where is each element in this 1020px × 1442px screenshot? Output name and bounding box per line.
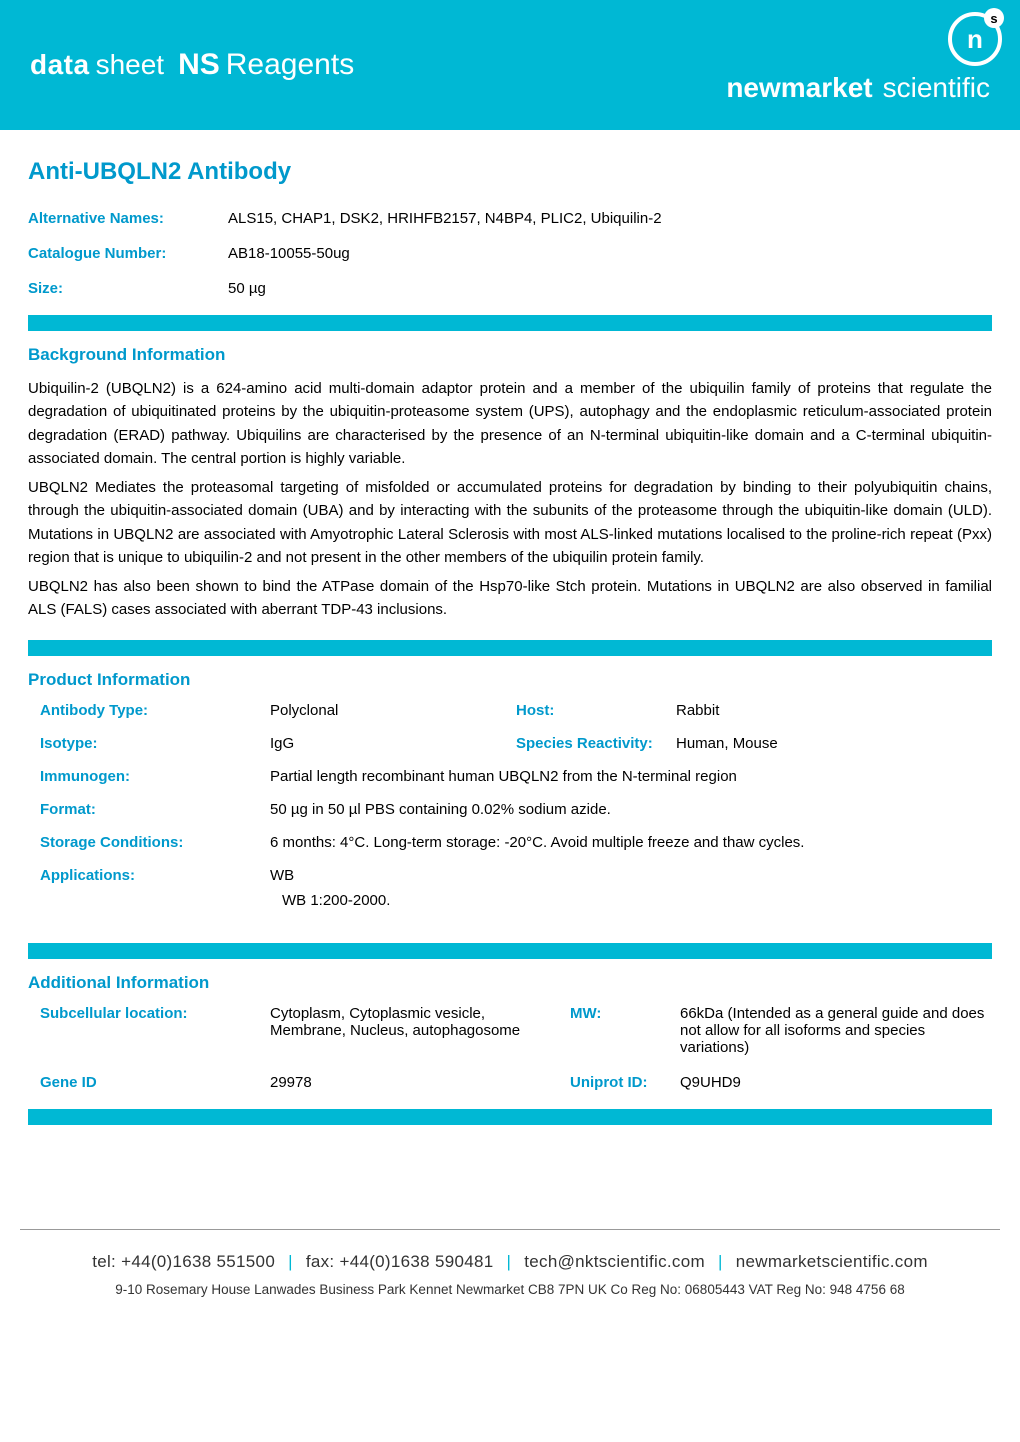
footer-web: newmarketscientific.com: [736, 1252, 928, 1271]
applications-label: Applications:: [40, 867, 270, 884]
cell-storage: Storage Conditions: 6 months: 4°C. Long-…: [40, 834, 992, 851]
isotype-value: IgG: [270, 735, 314, 752]
logo-icon: n: [948, 12, 1002, 66]
subcellular-value: Cytoplasm, Cytoplasmic vesicle, Membrane…: [270, 1005, 570, 1056]
format-label: Format:: [40, 801, 270, 818]
row-gene-id: Gene ID 29978 Uniprot ID: Q9UHD9: [28, 1074, 992, 1091]
format-value: 50 µg in 50 µl PBS containing 0.02% sodi…: [270, 801, 631, 818]
species-label: Species Reactivity:: [516, 735, 676, 752]
cell-immunogen: Immunogen: Partial length recombinant hu…: [40, 768, 992, 785]
divider-bar: [28, 640, 992, 656]
footer-email: tech@nktscientific.com: [524, 1252, 705, 1271]
row-subcellular: Subcellular location: Cytoplasm, Cytopla…: [28, 1005, 992, 1056]
cell-antibody-type: Antibody Type: Polyclonal: [40, 702, 516, 719]
host-value: Rabbit: [676, 702, 739, 719]
cell-format: Format: 50 µg in 50 µl PBS containing 0.…: [40, 801, 992, 818]
uniprot-value: Q9UHD9: [680, 1074, 992, 1091]
footer-tel: tel: +44(0)1638 551500: [92, 1252, 275, 1271]
footer-address: 9-10 Rosemary House Lanwades Business Pa…: [0, 1282, 1020, 1321]
storage-label: Storage Conditions:: [40, 834, 270, 851]
header-banner: datasheet NSReagents newmarket scientific…: [0, 0, 1020, 130]
product-heading: Product Information: [28, 670, 992, 690]
row-alt-names: Alternative Names: ALS15, CHAP1, DSK2, H…: [28, 210, 992, 227]
banner-left: datasheet NSReagents: [30, 48, 354, 82]
catalogue-value: AB18-10055-50ug: [228, 245, 350, 262]
additional-heading: Additional Information: [28, 973, 992, 993]
content-area: Anti-UBQLN2 Antibody Alternative Names: …: [0, 130, 1020, 1149]
cell-isotype: Isotype: IgG: [40, 735, 516, 752]
footer-sep: |: [288, 1252, 293, 1271]
antibody-type-label: Antibody Type:: [40, 702, 270, 719]
background-p2: UBQLN2 Mediates the proteasomal targetin…: [28, 476, 992, 569]
row-catalogue: Catalogue Number: AB18-10055-50ug: [28, 245, 992, 262]
row-size: Size: 50 µg: [28, 280, 992, 297]
banner-word-newmarket: newmarket: [726, 72, 872, 104]
uniprot-label: Uniprot ID:: [570, 1074, 680, 1091]
immunogen-value: Partial length recombinant human UBQLN2 …: [270, 768, 757, 785]
antibody-type-value: Polyclonal: [270, 702, 358, 719]
cell-applications: Applications: WB: [40, 867, 992, 884]
divider-bar: [28, 315, 992, 331]
catalogue-label: Catalogue Number:: [28, 245, 228, 262]
isotype-label: Isotype:: [40, 735, 270, 752]
cell-host: Host: Rabbit: [516, 702, 992, 719]
background-p3: UBQLN2 has also been shown to bind the A…: [28, 575, 992, 622]
subcellular-label: Subcellular location:: [40, 1005, 270, 1056]
banner-word-sheet: sheet: [96, 49, 165, 81]
banner-right: newmarket scientific: [726, 72, 990, 104]
immunogen-label: Immunogen:: [40, 768, 270, 785]
mw-label: MW:: [570, 1005, 680, 1056]
footer-fax: fax: +44(0)1638 590481: [306, 1252, 494, 1271]
divider-bar: [28, 943, 992, 959]
product-grid: Antibody Type: Polyclonal Host: Rabbit I…: [28, 702, 992, 925]
species-value: Human, Mouse: [676, 735, 798, 752]
applications-value: WB: [270, 867, 314, 884]
page-title: Anti-UBQLN2 Antibody: [28, 158, 992, 186]
banner-word-reagents: Reagents: [226, 48, 354, 82]
banner-word-data: data: [30, 49, 90, 81]
size-label: Size:: [28, 280, 228, 297]
size-value: 50 µg: [228, 280, 266, 297]
banner-word-ns: NS: [178, 48, 220, 82]
divider-bar: [28, 1109, 992, 1125]
logo-letter: n: [967, 24, 983, 55]
alt-names-value: ALS15, CHAP1, DSK2, HRIHFB2157, N4BP4, P…: [228, 210, 662, 227]
gene-id-value: 29978: [270, 1074, 570, 1091]
applications-extra: WB 1:200-2000.: [40, 892, 390, 909]
storage-value: 6 months: 4°C. Long-term storage: -20°C.…: [270, 834, 824, 851]
gene-id-label: Gene ID: [40, 1074, 270, 1091]
background-p1: Ubiquilin-2 (UBQLN2) is a 624-amino acid…: [28, 377, 992, 470]
background-heading: Background Information: [28, 345, 992, 365]
alt-names-label: Alternative Names:: [28, 210, 228, 227]
footer-sep: |: [507, 1252, 512, 1271]
banner-word-scientific: scientific: [883, 72, 990, 104]
footer-contact: tel: +44(0)1638 551500 | fax: +44(0)1638…: [0, 1230, 1020, 1282]
footer-sep: |: [718, 1252, 723, 1271]
cell-species: Species Reactivity: Human, Mouse: [516, 735, 992, 752]
mw-value: 66kDa (Intended as a general guide and d…: [680, 1005, 992, 1056]
host-label: Host:: [516, 702, 676, 719]
